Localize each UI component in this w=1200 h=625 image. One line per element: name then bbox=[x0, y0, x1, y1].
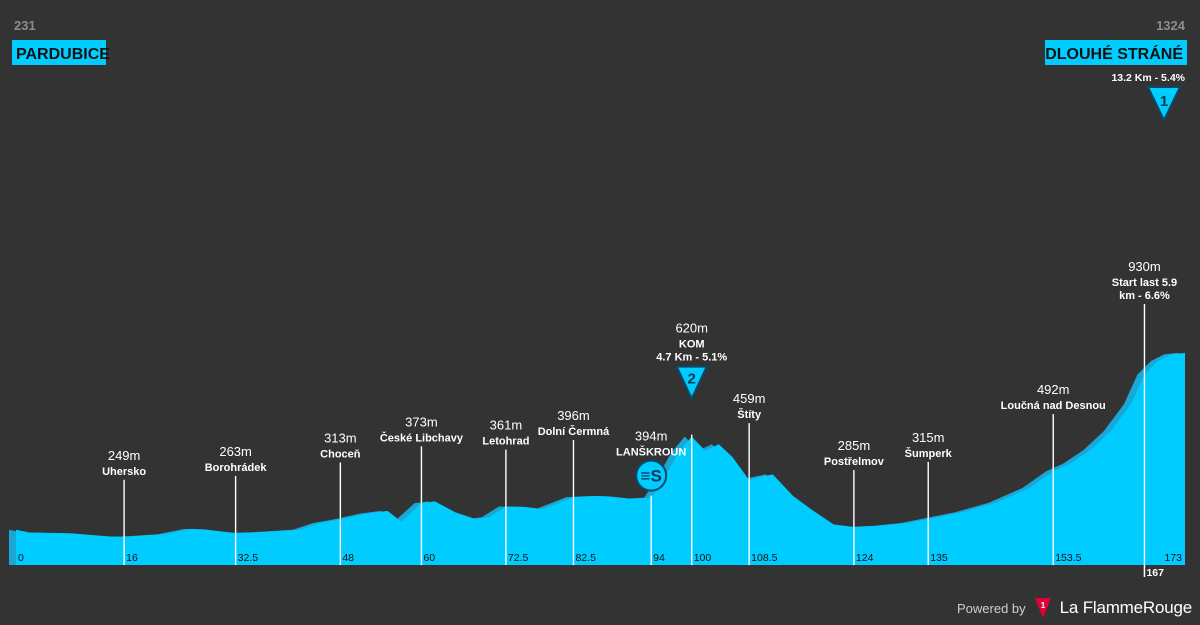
waypoint-name: Start last 5.9 bbox=[1112, 277, 1177, 289]
start-city-box bbox=[12, 40, 106, 65]
km-tick-label: 32.5 bbox=[238, 552, 259, 564]
kom-category-icon bbox=[675, 365, 709, 401]
profile-layer bbox=[9, 352, 1185, 565]
waypoint-altitude: 263m bbox=[219, 444, 252, 459]
waypoint-altitude: 394m bbox=[635, 429, 668, 444]
waypoint-altitude: 249m bbox=[108, 448, 141, 463]
waypoint-name: České Libchavy bbox=[380, 431, 464, 444]
waypoint-name: Choceň bbox=[320, 448, 361, 460]
waypoint-marker: Šumperk 315m bbox=[905, 430, 953, 565]
km-tick-label: 135 bbox=[930, 552, 948, 564]
waypoint-marker: České Libchavy 373m bbox=[380, 414, 464, 565]
km-tick-label: 82.5 bbox=[575, 552, 596, 564]
waypoint-marker: Dolní Čermná 396m bbox=[538, 408, 610, 565]
waypoint-name: Štíty bbox=[737, 408, 762, 421]
waypoint-name: 4.7 Km - 5.1% bbox=[656, 352, 727, 364]
km-tick-label: 124 bbox=[856, 552, 874, 564]
waypoint-marker: km - 6.6%Start last 5.9 930m bbox=[1112, 259, 1177, 565]
waypoint-name: Uhersko bbox=[102, 466, 146, 478]
km-ticks-layer: 0 16 32.5 48 60 72.5 82.5 94 100 108.5 124 135 153.5… bbox=[18, 552, 1182, 579]
km-tick-label: 16 bbox=[126, 552, 138, 564]
powered-by-label: Powered by bbox=[957, 600, 1026, 616]
elevation-profile-area bbox=[16, 352, 1185, 565]
km-tick-label: 72.5 bbox=[508, 552, 529, 564]
waypoint-marker: Letohrad 361m bbox=[482, 418, 529, 565]
waypoint-altitude: 285m bbox=[838, 438, 871, 453]
waypoint-name: LANŠKROUN bbox=[616, 446, 686, 459]
flamme-rouge-logo-icon: 1 bbox=[1034, 598, 1051, 618]
waypoint-marker: Štíty 459m bbox=[733, 391, 766, 565]
km-tick-label: 100 bbox=[694, 552, 712, 564]
finish-city-box bbox=[1045, 40, 1187, 65]
km-tick-label: 48 bbox=[342, 552, 354, 564]
kom-category-number: 2 bbox=[688, 371, 696, 388]
brand-name[interactable]: La FlammeRouge bbox=[1059, 598, 1193, 617]
waypoint-altitude: 930m bbox=[1128, 259, 1161, 274]
waypoint-altitude: 315m bbox=[912, 430, 945, 445]
footer: Powered by 1 La FlammeRouge bbox=[957, 595, 1192, 621]
waypoint-marker: Choceň 313m bbox=[320, 430, 361, 565]
km-tick-label: 153.5 bbox=[1055, 552, 1081, 564]
waypoint-marker: Loučná nad Desnou 492m bbox=[1001, 382, 1106, 565]
km-tick-label: 173 bbox=[1164, 552, 1182, 564]
waypoint-name: Loučná nad Desnou bbox=[1001, 400, 1106, 412]
waypoint-marker: ≡S LANŠKROUN 394m bbox=[616, 429, 686, 565]
last-climb-km-label: 167 bbox=[1146, 567, 1164, 579]
waypoint-name: km - 6.6% bbox=[1119, 290, 1170, 302]
waypoint-marker: Borohrádek 263m bbox=[205, 444, 268, 565]
sprint-icon bbox=[635, 459, 668, 492]
start-city-name: PARDUBICE bbox=[16, 46, 110, 63]
waypoint-markers-layer: Uhersko 249m Borohrádek 263m Choceň 313m České… bbox=[102, 259, 1177, 565]
waypoint-altitude: 492m bbox=[1037, 382, 1070, 397]
waypoint-name: Šumperk bbox=[905, 447, 953, 460]
waypoint-name: KOM bbox=[679, 339, 705, 351]
waypoint-name: Dolní Čermná bbox=[538, 425, 610, 438]
waypoint-marker: Postřelmov 285m bbox=[824, 438, 885, 565]
finish-altitude: 1324 bbox=[1156, 18, 1186, 33]
finish-city-name: DLOUHÉ STRÁNÉ bbox=[1045, 44, 1183, 63]
sprint-icon-glyph: ≡S bbox=[641, 467, 662, 486]
start-altitude: 231 bbox=[14, 18, 36, 33]
waypoint-altitude: 620m bbox=[675, 321, 708, 336]
finish-kom-category-icon: 1 bbox=[1146, 86, 1182, 123]
waypoint-marker: Uhersko 249m bbox=[102, 448, 146, 565]
finish-climb-info: 13.2 Km - 5.4% bbox=[1111, 72, 1185, 84]
finish-kom-category: 1 bbox=[1160, 93, 1168, 110]
waypoint-altitude: 313m bbox=[324, 430, 357, 445]
waypoint-altitude: 459m bbox=[733, 391, 766, 406]
waypoint-altitude: 361m bbox=[490, 418, 523, 433]
km-tick-label: 60 bbox=[423, 552, 435, 564]
km-tick-label: 0 bbox=[18, 552, 24, 564]
waypoint-marker: 2 4.7 Km - 5.1%KOM 620m bbox=[656, 321, 727, 565]
waypoint-altitude: 373m bbox=[405, 414, 438, 429]
km-tick-label: 108.5 bbox=[751, 552, 777, 564]
waypoint-name: Borohrádek bbox=[205, 462, 268, 474]
waypoint-altitude: 396m bbox=[557, 408, 590, 423]
waypoint-name: Postřelmov bbox=[824, 456, 885, 468]
logo-number: 1 bbox=[1040, 601, 1045, 610]
km-tick-label: 94 bbox=[653, 552, 665, 564]
waypoint-name: Letohrad bbox=[482, 436, 529, 448]
